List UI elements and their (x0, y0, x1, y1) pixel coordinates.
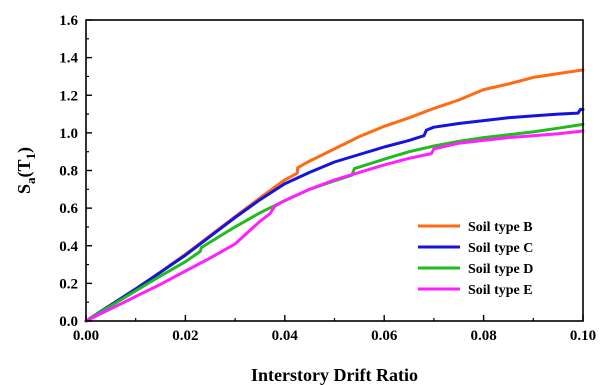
x-tick-label: 0.08 (470, 328, 496, 344)
series-line (84, 107, 585, 323)
x-axis-title: Interstory Drift Ratio (251, 365, 418, 385)
y-axis-title: Sa(T1) (14, 147, 38, 194)
y-tick-label: 0.0 (59, 314, 78, 330)
x-axis: 0.00 0.02 0.04 0.06 0.08 0.10 (73, 315, 596, 344)
y-axis-title-sub-1: 1 (23, 153, 38, 160)
y-axis-title-mid: (T (14, 159, 35, 177)
x-tick-label: 0.02 (172, 328, 198, 344)
x-tick-label: 0.04 (272, 328, 299, 344)
x-tick-label: 0.10 (570, 328, 596, 344)
legend-label: Soil type B (468, 220, 533, 235)
y-tick-label: 0.6 (59, 201, 78, 217)
y-axis: 0.0 0.2 0.4 0.6 0.8 1.0 1.2 1.4 1.6 (59, 13, 92, 330)
series-line (84, 129, 585, 323)
y-axis-title-end: ) (14, 147, 35, 153)
y-tick-label: 0.8 (59, 164, 78, 180)
y-tick-label: 0.4 (59, 239, 78, 255)
x-tick-label: 0.00 (73, 328, 99, 344)
y-tick-label: 1.2 (59, 88, 78, 104)
y-axis-title-sub-a: a (23, 177, 38, 184)
y-tick-label: 1.4 (59, 51, 78, 67)
y-tick-label: 1.6 (59, 13, 78, 29)
legend-label: Soil type E (468, 283, 533, 298)
legend-label: Soil type C (468, 241, 533, 256)
y-tick-label: 0.2 (59, 276, 78, 292)
y-tick-label: 1.0 (59, 126, 78, 142)
x-tick-label: 0.06 (371, 328, 398, 344)
series-layer (84, 68, 585, 323)
legend: Soil type B Soil type C Soil type D Soil ty… (418, 220, 533, 298)
y-axis-title-main: S (14, 184, 34, 194)
legend-label: Soil type D (468, 262, 533, 277)
